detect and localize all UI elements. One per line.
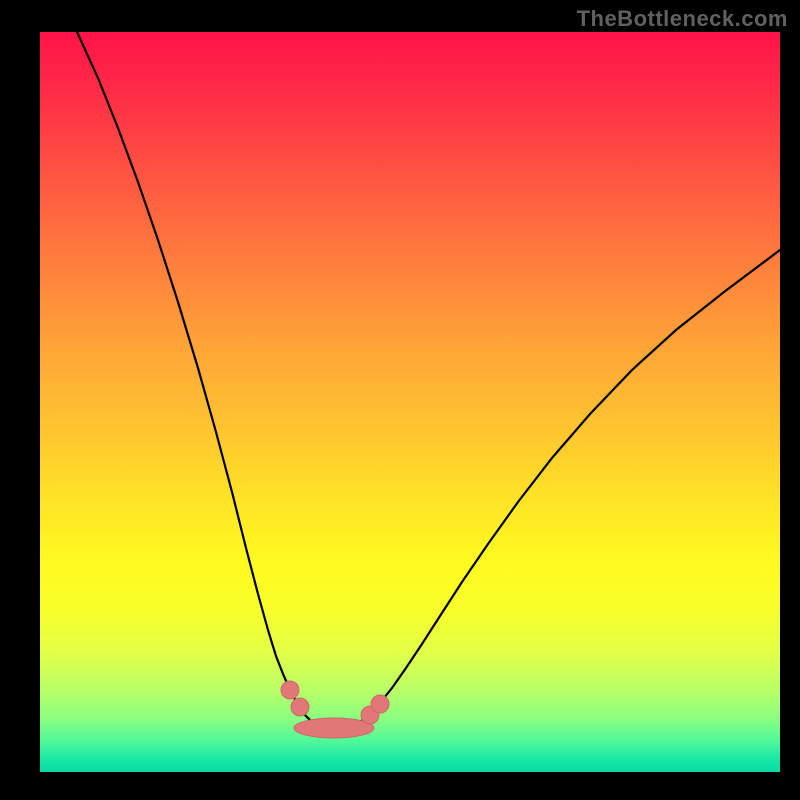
marker-group: [281, 681, 389, 738]
marker-pill: [294, 718, 374, 738]
curve-svg: [0, 0, 800, 800]
marker-dot: [371, 695, 389, 713]
bottleneck-curve: [77, 32, 780, 729]
watermark-text: TheBottleneck.com: [577, 6, 788, 32]
marker-dot: [291, 698, 309, 716]
chart-canvas: TheBottleneck.com: [0, 0, 800, 800]
marker-dot: [281, 681, 299, 699]
